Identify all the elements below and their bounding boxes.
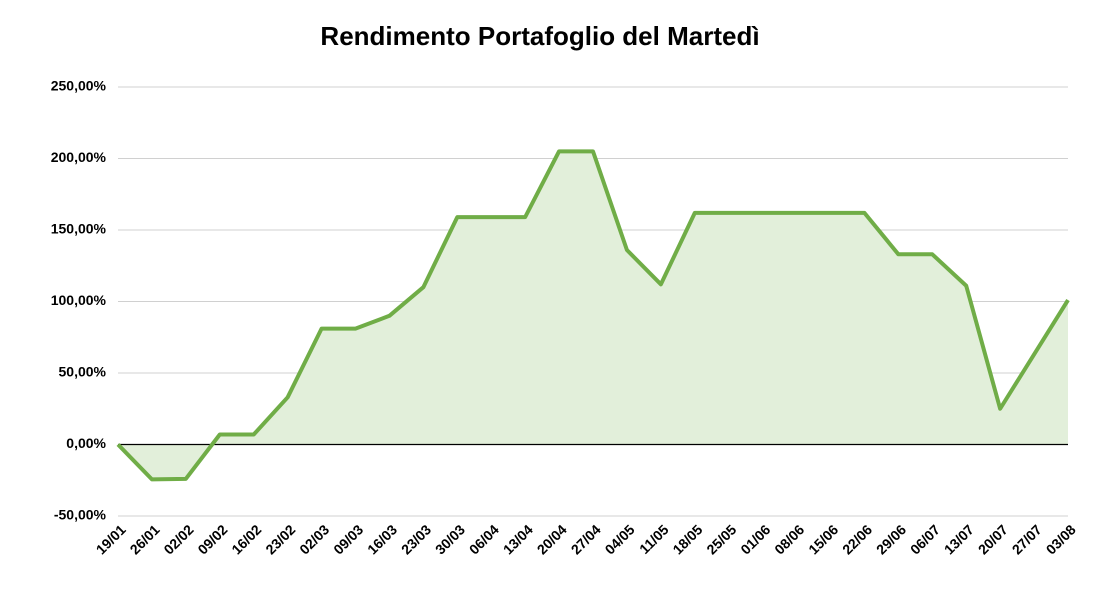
x-tick-label: 02/02 [161,521,197,557]
x-tick-label: 30/03 [432,521,468,557]
line [116,149,1070,482]
x-tick-label: 06/04 [466,521,502,557]
x-tick-label: 23/03 [398,521,434,557]
x-tick-label: 03/08 [1043,521,1079,557]
area [118,151,1068,480]
x-tick-label: 09/03 [330,521,366,557]
x-tick-label: 27/07 [1009,521,1045,557]
x-tick-label: 23/02 [262,521,298,557]
x-tick-label: 20/04 [534,521,570,557]
x-tick-label: 11/05 [636,521,672,557]
y-tick-label: 0,00% [66,435,106,451]
x-tick-label: 06/07 [907,521,943,557]
y-tick-label: -50,00% [54,507,107,523]
x-tick-label: 22/06 [839,521,875,557]
y-tick-label: 50,00% [59,364,107,380]
x-tick-label: 02/03 [296,521,332,557]
x-tick-label: 15/06 [805,521,841,557]
x-tick-label: 16/02 [228,521,264,557]
x-tick-label: 25/05 [703,521,739,557]
x-tick-label: 13/07 [941,521,977,557]
x-tick-label: 09/02 [194,521,230,557]
chart-title: Rendimento Portafoglio del Martedì [320,21,759,51]
x-tick-label: 27/04 [568,521,604,557]
x-tick-label: 13/04 [500,521,536,557]
x-tick-label: 08/06 [771,521,807,557]
x-tick-label: 01/06 [737,521,773,557]
x-tick-label: 26/01 [127,521,163,557]
y-tick-label: 200,00% [51,149,107,165]
x-tick-label: 19/01 [93,521,129,557]
y-tick-label: 100,00% [51,292,107,308]
y-tick-label: 250,00% [51,78,107,94]
y-tick-label: 150,00% [51,221,107,237]
x-tick-label: 16/03 [364,521,400,557]
x-tick-label: 04/05 [602,521,638,557]
x-tick-label: 18/05 [669,521,705,557]
x-tick-label: 20/07 [975,521,1011,557]
x-tick-label: 29/06 [873,521,909,557]
